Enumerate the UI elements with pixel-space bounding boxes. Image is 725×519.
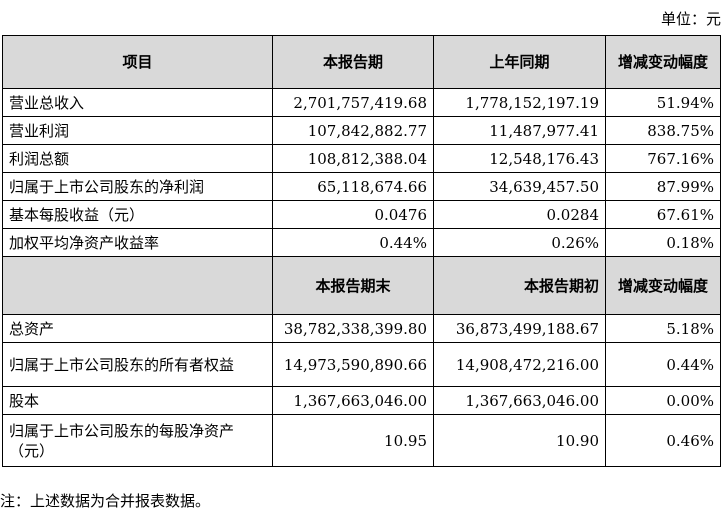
header-period-end: 本报告期末: [272, 256, 434, 315]
current-value: 14,973,590,890.66: [272, 342, 434, 387]
row-label: 加权平均净资产收益率: [2, 228, 273, 257]
unit-label: 单位：元: [660, 10, 721, 28]
row-label: 基本每股收益（元）: [2, 200, 273, 229]
footnote: 注：上述数据为合并报表数据。: [0, 492, 211, 510]
change-value: 5.18%: [605, 314, 721, 343]
table-row: 归属于上市公司股东的净利润 65,118,674.66 34,639,457.5…: [2, 172, 721, 201]
prior-value: 11,487,977.41: [433, 116, 606, 145]
table-row: 股本 1,367,663,046.00 1,367,663,046.00 0.0…: [2, 386, 721, 415]
prior-value: 14,908,472,216.00: [433, 342, 606, 387]
row-label: 利润总额: [2, 144, 273, 173]
row-label: 股本: [2, 386, 273, 415]
table-row: 总资产 38,782,338,399.80 36,873,499,188.67 …: [2, 314, 721, 343]
table-row: 加权平均净资产收益率 0.44% 0.26% 0.18%: [2, 228, 721, 257]
change-value: 0.18%: [605, 228, 721, 257]
prior-value: 34,639,457.50: [433, 172, 606, 201]
header-row-period: 项目 本报告期 上年同期 增减变动幅度: [2, 35, 721, 89]
prior-value: 1,778,152,197.19: [433, 88, 606, 117]
table-row: 基本每股收益（元） 0.0476 0.0284 67.61%: [2, 200, 721, 229]
financial-summary-table: 项目 本报告期 上年同期 增减变动幅度 营业总收入 2,701,757,419.…: [2, 35, 721, 467]
header-current-period: 本报告期: [272, 35, 434, 89]
header-prior-year-period: 上年同期: [433, 35, 606, 89]
prior-value: 0.26%: [433, 228, 606, 257]
row-label: 归属于上市公司股东的每股净资产（元）: [2, 414, 273, 467]
table-row: 营业总收入 2,701,757,419.68 1,778,152,197.19 …: [2, 88, 721, 117]
header-change-rate-2: 增减变动幅度: [605, 256, 721, 315]
row-label: 归属于上市公司股东的所有者权益: [2, 342, 273, 387]
prior-value: 10.90: [433, 414, 606, 467]
prior-value: 0.0284: [433, 200, 606, 229]
current-value: 65,118,674.66: [272, 172, 434, 201]
change-value: 0.46%: [605, 414, 721, 467]
current-value: 2,701,757,419.68: [272, 88, 434, 117]
table-row: 归属于上市公司股东的所有者权益 14,973,590,890.66 14,908…: [2, 342, 721, 387]
current-value: 107,842,882.77: [272, 116, 434, 145]
change-value: 0.00%: [605, 386, 721, 415]
current-value: 108,812,388.04: [272, 144, 434, 173]
prior-value: 12,548,176.43: [433, 144, 606, 173]
current-value: 0.44%: [272, 228, 434, 257]
change-value: 87.99%: [605, 172, 721, 201]
current-value: 38,782,338,399.80: [272, 314, 434, 343]
current-value: 1,367,663,046.00: [272, 386, 434, 415]
prior-value: 36,873,499,188.67: [433, 314, 606, 343]
change-value: 0.44%: [605, 342, 721, 387]
change-value: 838.75%: [605, 116, 721, 145]
header-item: 项目: [2, 35, 273, 89]
row-label: 归属于上市公司股东的净利润: [2, 172, 273, 201]
header-blank-cell: [2, 256, 273, 315]
header-row-balance: 本报告期末 本报告期初 增减变动幅度: [2, 256, 721, 315]
change-value: 67.61%: [605, 200, 721, 229]
change-value: 51.94%: [605, 88, 721, 117]
header-change-rate: 增减变动幅度: [605, 35, 721, 89]
header-period-start: 本报告期初: [433, 256, 606, 315]
table-row: 营业利润 107,842,882.77 11,487,977.41 838.75…: [2, 116, 721, 145]
row-label: 总资产: [2, 314, 273, 343]
row-label: 营业总收入: [2, 88, 273, 117]
change-value: 767.16%: [605, 144, 721, 173]
row-label: 营业利润: [2, 116, 273, 145]
prior-value: 1,367,663,046.00: [433, 386, 606, 415]
current-value: 0.0476: [272, 200, 434, 229]
table-row: 归属于上市公司股东的每股净资产（元） 10.95 10.90 0.46%: [2, 414, 721, 467]
table-row: 利润总额 108,812,388.04 12,548,176.43 767.16…: [2, 144, 721, 173]
current-value: 10.95: [272, 414, 434, 467]
